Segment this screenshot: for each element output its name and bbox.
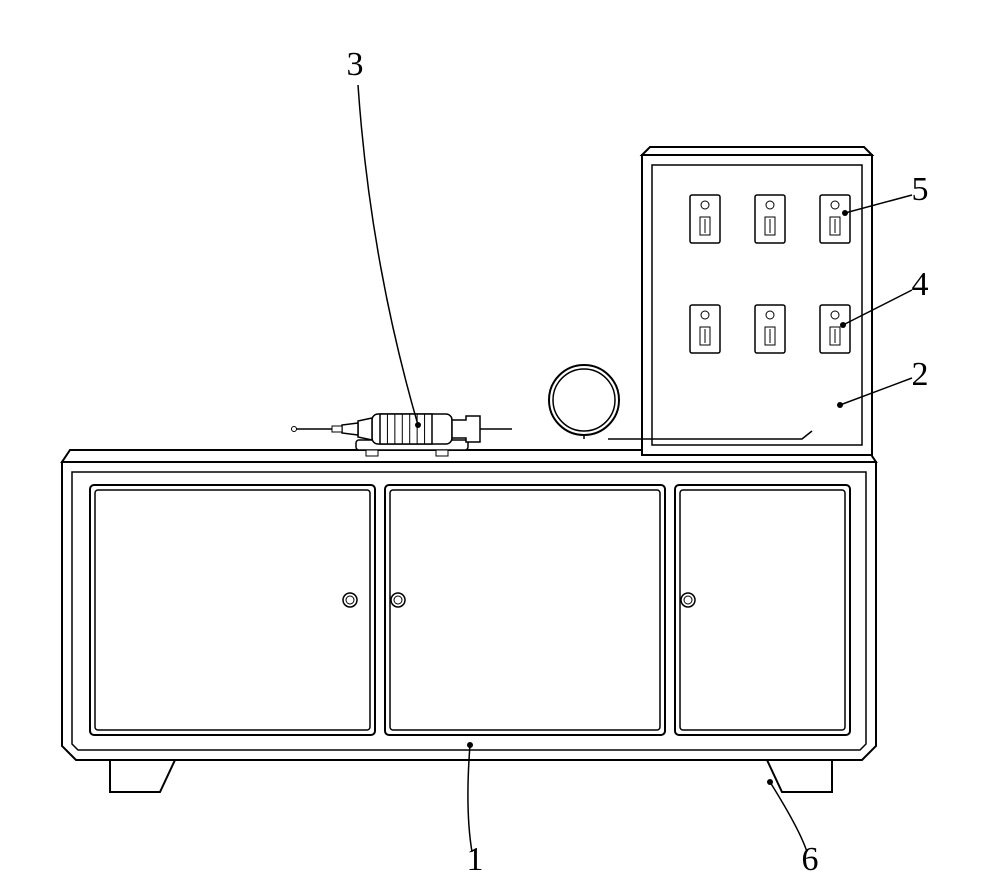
label-l1: 1 xyxy=(467,841,484,878)
device-tail xyxy=(452,416,480,442)
leader-dot-l5 xyxy=(842,210,848,216)
cabinet-door-0 xyxy=(90,485,375,735)
cabinet-door-1 xyxy=(385,485,665,735)
switch-1-2 xyxy=(820,305,850,353)
gauge-outer xyxy=(549,365,619,435)
device-nose-3 xyxy=(332,426,342,432)
cabinet-door-2 xyxy=(675,485,850,735)
leader-dot-l4 xyxy=(840,322,846,328)
leader-dot-l2 xyxy=(837,402,843,408)
control-box-top-bevel xyxy=(642,147,872,155)
device-nose-2 xyxy=(342,423,358,435)
label-l6: 6 xyxy=(802,841,819,878)
switch-0-2 xyxy=(820,195,850,243)
device-nose-ball xyxy=(292,427,297,432)
leader-l1 xyxy=(468,745,472,852)
leader-dot-l6 xyxy=(767,779,773,785)
device-base-foot-l xyxy=(366,450,378,456)
label-l4: 4 xyxy=(912,266,929,303)
device-base-foot-r xyxy=(436,450,448,456)
leader-l3 xyxy=(358,85,418,425)
leader-dot-l3 xyxy=(415,422,421,428)
label-l3: 3 xyxy=(347,46,364,83)
switch-1-0 xyxy=(690,305,720,353)
switch-1-1 xyxy=(755,305,785,353)
label-l5: 5 xyxy=(912,171,929,208)
switch-0-1 xyxy=(755,195,785,243)
device-nose-1 xyxy=(358,418,372,440)
cabinet-foot-0 xyxy=(110,760,175,792)
switch-0-0 xyxy=(690,195,720,243)
cabinet-foot-1 xyxy=(767,760,832,792)
label-l2: 2 xyxy=(912,356,929,393)
leader-dot-l1 xyxy=(467,742,473,748)
